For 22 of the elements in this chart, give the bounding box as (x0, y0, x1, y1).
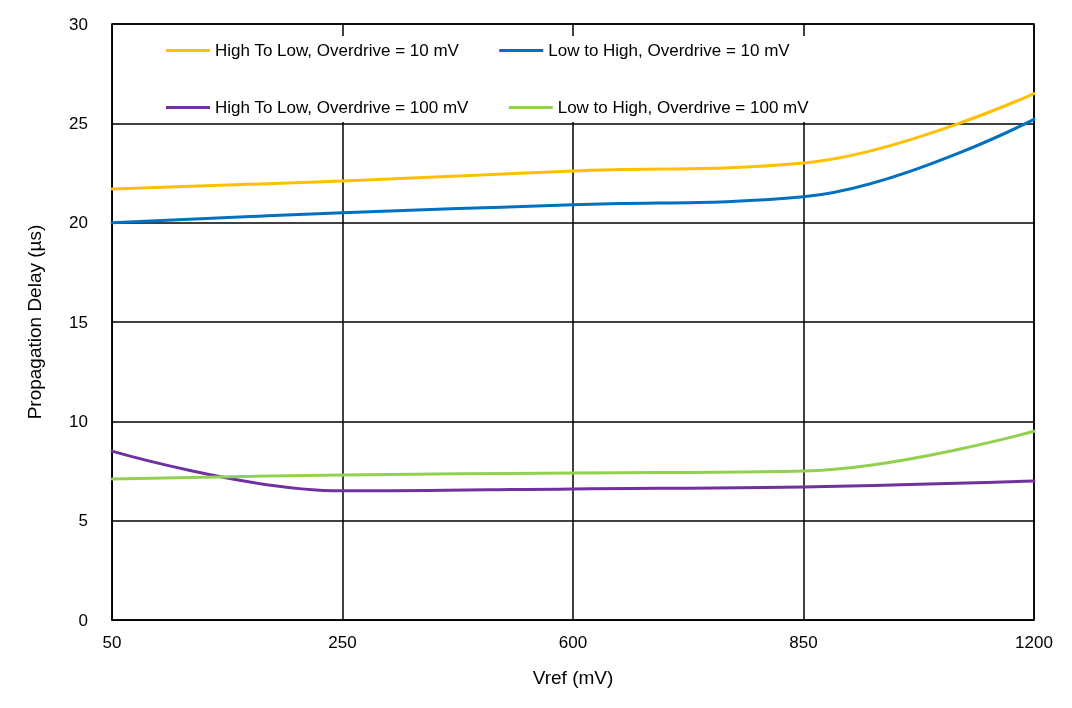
y-tick-label: 0 (78, 610, 88, 630)
line-series (110, 449, 1036, 493)
legend-label: High To Low, Overdrive = 10 mV (215, 41, 460, 60)
line-series (110, 92, 1036, 191)
line-series (110, 117, 1036, 225)
y-tick-label: 30 (69, 14, 88, 34)
x-tick-label: 250 (328, 633, 357, 652)
y-tick-label: 15 (69, 312, 88, 332)
x-tick-label: 850 (789, 633, 818, 652)
legend-label: Low to High, Overdrive = 100 mV (557, 98, 810, 117)
legend-label: Low to High, Overdrive = 10 mV (548, 41, 791, 60)
x-tick-label: 600 (558, 633, 588, 652)
x-tick-label: 50 (102, 633, 122, 652)
y-axis-title: Propagation Delay (µs) (24, 224, 45, 420)
x-axis-title: Vref (mV) (532, 667, 614, 688)
y-tick-label: 5 (78, 511, 88, 531)
y-tick-label: 10 (69, 411, 88, 431)
legend-label: High To Low, Overdrive = 100 mV (215, 98, 470, 117)
x-tick-label: 1200 (1015, 633, 1053, 652)
line-series (110, 429, 1036, 481)
y-tick-label: 20 (69, 213, 88, 233)
y-tick-label: 25 (69, 113, 88, 133)
